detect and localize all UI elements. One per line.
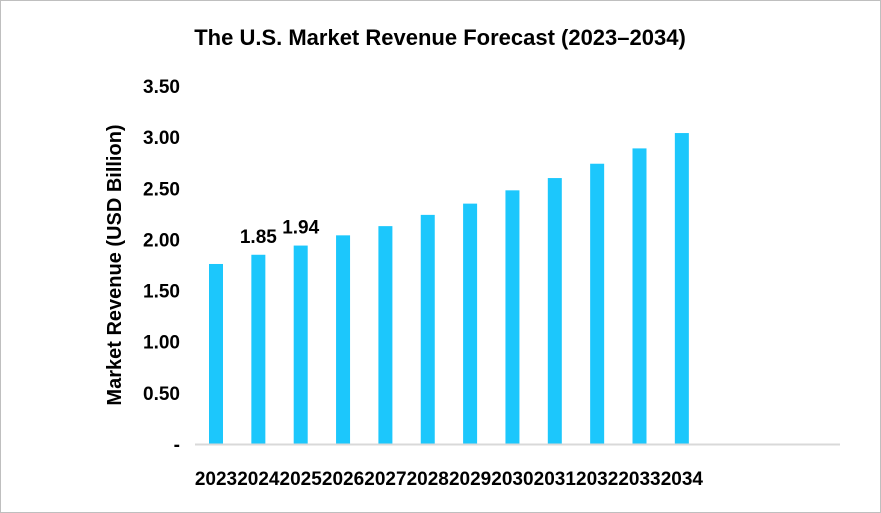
y-tick-label: 1.50 bbox=[143, 282, 180, 303]
data-label: 1.85 bbox=[240, 227, 277, 248]
x-tick-label: 2023 bbox=[195, 469, 237, 490]
x-tick-label: 2026 bbox=[322, 469, 364, 490]
x-tick-label: 2027 bbox=[364, 469, 406, 490]
bar-2032 bbox=[590, 163, 605, 445]
x-tick-label: 2033 bbox=[618, 469, 660, 490]
x-tick-label: 2028 bbox=[407, 469, 449, 490]
data-label: 1.94 bbox=[282, 218, 319, 239]
y-tick-label: 1.00 bbox=[143, 333, 180, 354]
y-tick-label: 2.00 bbox=[143, 230, 180, 251]
y-tick-label: 2.50 bbox=[143, 179, 180, 200]
y-tick-label: - bbox=[174, 435, 180, 456]
bar-2024 bbox=[251, 254, 266, 444]
y-tick-label: 3.50 bbox=[143, 77, 180, 98]
x-tick-label: 2025 bbox=[280, 469, 323, 490]
bar-2027 bbox=[378, 226, 393, 444]
bar-2025 bbox=[293, 245, 308, 444]
bar-2034 bbox=[674, 133, 689, 444]
y-tick-label: 0.50 bbox=[143, 384, 180, 405]
bar-2028 bbox=[420, 214, 435, 444]
x-tick-label: 2031 bbox=[534, 469, 577, 490]
bar-2031 bbox=[547, 178, 562, 445]
chart-title: The U.S. Market Revenue Forecast (2023–2… bbox=[194, 25, 686, 50]
bar-2030 bbox=[505, 190, 520, 444]
x-tick-label: 2032 bbox=[576, 469, 618, 490]
x-tick-label: 2034 bbox=[661, 469, 704, 490]
y-tick-label: 3.00 bbox=[143, 128, 180, 149]
y-axis-label: Market Revenue (USD Billion) bbox=[104, 124, 126, 405]
bar-2026 bbox=[336, 235, 351, 444]
x-tick-label: 2029 bbox=[449, 469, 491, 490]
bar-2029 bbox=[463, 203, 478, 444]
x-tick-label: 2030 bbox=[491, 469, 533, 490]
x-tick-label: 2024 bbox=[237, 469, 280, 490]
bar-2033 bbox=[632, 148, 647, 444]
bar-2023 bbox=[209, 263, 223, 444]
